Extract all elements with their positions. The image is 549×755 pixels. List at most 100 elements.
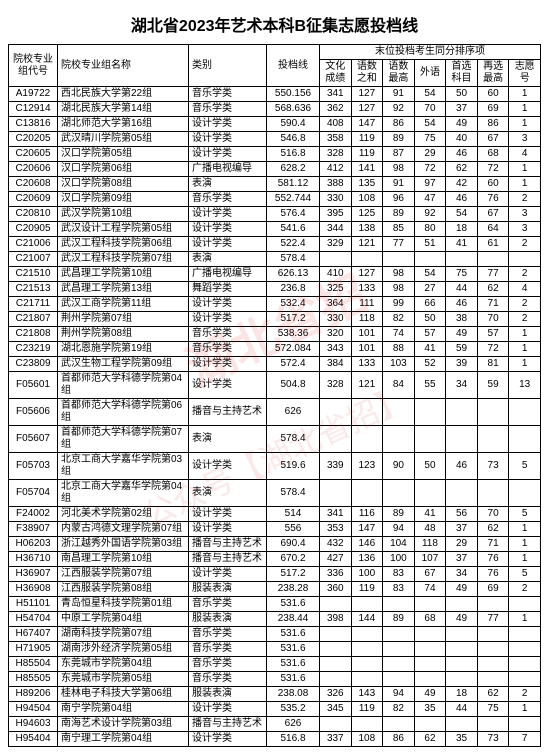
cell-s5: 37 bbox=[446, 522, 478, 537]
cell-s1 bbox=[320, 657, 352, 672]
cell-s4: 50 bbox=[414, 453, 446, 480]
cell-s3 bbox=[383, 627, 415, 642]
table-row: H95404南宁理工学院第04组设计学类516.8337108866235737 bbox=[9, 732, 541, 747]
cell-s7: 3 bbox=[509, 222, 541, 237]
cell-s3: 82 bbox=[383, 702, 415, 717]
cell-s6: 70 bbox=[477, 507, 509, 522]
cell-s2: 125 bbox=[351, 207, 383, 222]
cell-code: C13816 bbox=[9, 117, 58, 132]
cell-s1 bbox=[320, 642, 352, 657]
cell-s5: 44 bbox=[446, 702, 478, 717]
cell-s4: 52 bbox=[414, 357, 446, 372]
col-s6: 再选最高 bbox=[477, 60, 509, 87]
cell-score: 522.4 bbox=[267, 237, 320, 252]
cell-s4: 74 bbox=[414, 582, 446, 597]
cell-code: H71905 bbox=[9, 642, 58, 657]
table-row: F05703北京工商大学嘉华学院第03组设计学类519.633912390504… bbox=[9, 453, 541, 480]
table-row: H67407湖南科技学院第07组音乐学类531.6 bbox=[9, 627, 541, 642]
cell-name: 武昌理工学院第13组 bbox=[58, 282, 189, 297]
cell-s2: 127 bbox=[351, 267, 383, 282]
cell-s4: 67 bbox=[414, 567, 446, 582]
table-row: C20205武汉晴川学院第05组设计学类546.8358119897540673 bbox=[9, 132, 541, 147]
cell-score: 576.4 bbox=[267, 207, 320, 222]
cell-score: 517.2 bbox=[267, 312, 320, 327]
cell-code: C20205 bbox=[9, 132, 58, 147]
cell-code: C21808 bbox=[9, 327, 58, 342]
cell-s1 bbox=[320, 672, 352, 687]
cell-score: 578.4 bbox=[267, 480, 320, 507]
cell-s2: 138 bbox=[351, 222, 383, 237]
cell-s5: 56 bbox=[446, 507, 478, 522]
cell-s1: 395 bbox=[320, 207, 352, 222]
cell-s1: 320 bbox=[320, 327, 352, 342]
cell-s4: 41 bbox=[414, 507, 446, 522]
cell-name: 汉口学院第06组 bbox=[58, 162, 189, 177]
cell-s5: 35 bbox=[446, 732, 478, 747]
table-row: H54704中原工学院第04组服装表演238.44398144896849771 bbox=[9, 612, 541, 627]
cell-s2: 136 bbox=[351, 552, 383, 567]
cell-s7 bbox=[509, 657, 541, 672]
cell-s6: 64 bbox=[477, 222, 509, 237]
cell-s6 bbox=[477, 657, 509, 672]
cell-s5: 34 bbox=[446, 567, 478, 582]
cell-s3: 74 bbox=[383, 327, 415, 342]
cell-score: 546.8 bbox=[267, 132, 320, 147]
cell-s3: 94 bbox=[383, 687, 415, 702]
cell-s5 bbox=[446, 627, 478, 642]
cell-s3: 96 bbox=[383, 192, 415, 207]
cell-s4 bbox=[414, 480, 446, 507]
cell-s6: 62 bbox=[477, 522, 509, 537]
cell-score: 590.4 bbox=[267, 117, 320, 132]
cell-type: 表演 bbox=[189, 480, 267, 507]
cell-s5: 18 bbox=[446, 687, 478, 702]
cell-s7: 1 bbox=[509, 342, 541, 357]
cell-score: 514 bbox=[267, 507, 320, 522]
table-row: F05704北京工商大学嘉华学院第04组表演578.4 bbox=[9, 480, 541, 507]
table-row: C12914湖北民族大学第14组音乐学类568.6363621279270376… bbox=[9, 102, 541, 117]
cell-s5: 49 bbox=[446, 582, 478, 597]
cell-score: 552.744 bbox=[267, 192, 320, 207]
cell-s4: 97 bbox=[414, 177, 446, 192]
cell-code: H54704 bbox=[9, 612, 58, 627]
cell-s5: 39 bbox=[446, 357, 478, 372]
cell-type: 设计学类 bbox=[189, 522, 267, 537]
cell-s5: 59 bbox=[446, 342, 478, 357]
cell-s7: 1 bbox=[509, 117, 541, 132]
cell-s3 bbox=[383, 480, 415, 507]
cell-s1: 339 bbox=[320, 453, 352, 480]
cell-s2: 123 bbox=[351, 453, 383, 480]
cell-code: F38907 bbox=[9, 522, 58, 537]
cell-s2: 111 bbox=[351, 297, 383, 312]
table-row: C21807荆州学院第07组设计学类517.2330118825038702 bbox=[9, 312, 541, 327]
cell-s1: 412 bbox=[320, 162, 352, 177]
cell-score: 626 bbox=[267, 717, 320, 732]
cell-name: 汉口学院第09组 bbox=[58, 192, 189, 207]
cell-name: 荆州学院第08组 bbox=[58, 327, 189, 342]
cell-s4: 54 bbox=[414, 267, 446, 282]
cell-s5: 46 bbox=[446, 147, 478, 162]
cell-s2: 147 bbox=[351, 117, 383, 132]
cell-code: C21006 bbox=[9, 237, 58, 252]
cell-s5 bbox=[446, 597, 478, 612]
cell-s4: 49 bbox=[414, 687, 446, 702]
cell-name: 首都师范大学科德学院第06组 bbox=[58, 399, 189, 426]
cell-s4 bbox=[414, 252, 446, 267]
table-row: H85505东莞城市学院第05组音乐学类531.6 bbox=[9, 672, 541, 687]
cell-s4 bbox=[414, 627, 446, 642]
table-row: C20608汉口学院第08组表演581.12388135919742601 bbox=[9, 177, 541, 192]
cell-code: C20608 bbox=[9, 177, 58, 192]
cell-s5: 49 bbox=[446, 612, 478, 627]
cell-s6: 59 bbox=[477, 372, 509, 399]
cell-s1: 398 bbox=[320, 612, 352, 627]
table-row: H36710南昌理工学院第10组播音与主持艺术670.2427136100107… bbox=[9, 552, 541, 567]
cell-s6: 61 bbox=[477, 237, 509, 252]
table-row: F05607首都师范大学科德学院第07组表演578.4 bbox=[9, 426, 541, 453]
cell-s1: 328 bbox=[320, 372, 352, 399]
cell-s7: 2 bbox=[509, 192, 541, 207]
cell-code: H89206 bbox=[9, 687, 58, 702]
table-row: F38907内蒙古鸿德文理学院第07组设计学类55635314794483762… bbox=[9, 522, 541, 537]
cell-s6 bbox=[477, 627, 509, 642]
table-row: H36908江西服装学院第08组服装表演238.2836011983744969… bbox=[9, 582, 541, 597]
cell-s5: 54 bbox=[446, 207, 478, 222]
cell-s4 bbox=[414, 426, 446, 453]
